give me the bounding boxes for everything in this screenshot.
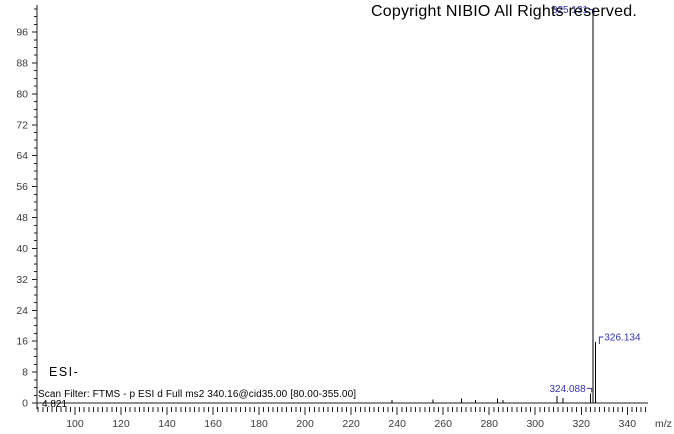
x-tick-label: 180	[250, 418, 268, 430]
peak-label-connector	[598, 336, 604, 344]
peak-labels-group: 324.088 325.131 326.134	[550, 5, 641, 395]
peak-label: 326.134	[604, 332, 641, 343]
y-tick-label: 72	[16, 119, 28, 131]
peak-label-connector	[589, 9, 595, 14]
y-tick-label: 56	[16, 181, 28, 193]
x-tick-label: 200	[296, 418, 314, 430]
x-tick-label: 220	[342, 418, 360, 430]
x-tick-label: 340	[619, 418, 637, 430]
y-tick-label: 32	[16, 274, 28, 286]
x-tick-label: 300	[526, 418, 544, 430]
x-tick-label: 140	[158, 418, 176, 430]
x-tick-label: 160	[204, 418, 222, 430]
peaks-group	[391, 14, 596, 403]
x-tick-label: 280	[480, 418, 498, 430]
x-tick-label: 120	[112, 418, 130, 430]
y-tick-label: 80	[16, 88, 28, 100]
y-tick-label: 40	[16, 243, 28, 255]
scan-filter-text: Scan Filter: FTMS - p ESI d Full ms2 340…	[38, 389, 357, 400]
ionization-mode-label: ESI-	[49, 365, 80, 379]
y-tick-label: 8	[22, 367, 28, 379]
peak-label: 325.131	[552, 5, 589, 16]
copyright-text: Copyright NIBIO All Rights reserved.	[371, 3, 637, 20]
ticks-group: 0 8 16 24 32 40 48 56 64 72 80 88 96 100 120 140 160 180 2…	[16, 8, 672, 430]
x-tick-label: 240	[388, 418, 406, 430]
peak-label: 324.088	[550, 384, 587, 395]
retention-time-value: 4.821	[42, 399, 68, 410]
y-tick-label: 24	[16, 305, 28, 317]
x-tick-label: 260	[434, 418, 452, 430]
y-tick-label: 0	[22, 398, 28, 410]
y-tick-label: 16	[16, 336, 28, 348]
y-tick-label: 48	[16, 212, 28, 224]
x-tick-label: 320	[572, 418, 590, 430]
x-axis-unit-label: m/z	[655, 418, 672, 430]
y-tick-label: 88	[16, 57, 28, 69]
peak-label-connector	[586, 387, 593, 393]
y-tick-label: 64	[16, 150, 28, 162]
y-tick-label: 96	[16, 27, 28, 39]
axes-group	[36, 5, 648, 409]
x-tick-label: 100	[66, 418, 84, 430]
